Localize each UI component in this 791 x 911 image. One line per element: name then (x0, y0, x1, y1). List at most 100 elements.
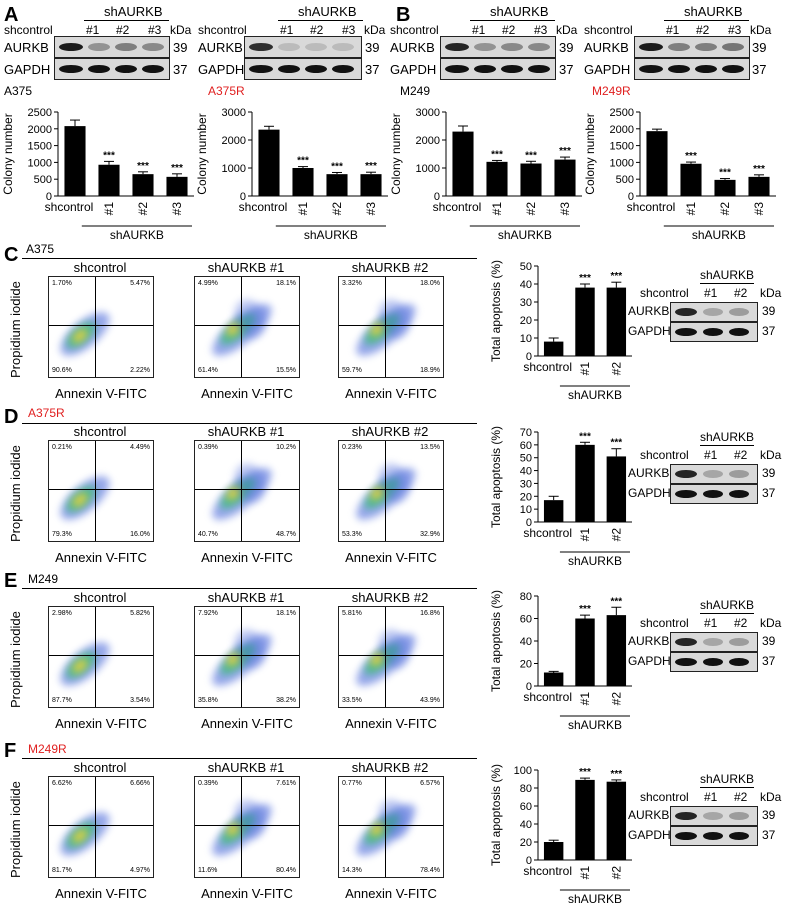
bar-chart-m249-colony: 0 1000 2000 3000 Colony number shcontrol *** #1… (389, 107, 582, 242)
flow-plot-title: shAURKB #2 (351, 590, 429, 605)
x-category-label: #2 (718, 202, 732, 216)
significance-label: *** (719, 168, 731, 179)
lane-1: #1 (704, 448, 718, 462)
x-axis-label: shAURKB (568, 892, 622, 906)
quadrant-line-h (339, 825, 443, 826)
lane-1: #1 (704, 616, 718, 630)
bar (543, 500, 564, 522)
significance-label: *** (491, 149, 503, 160)
y-tick-label: 50 (520, 261, 532, 273)
x-category-label: #2 (609, 692, 623, 706)
bar (543, 842, 564, 860)
cell-line-a375: A375 (4, 84, 33, 98)
bar (258, 129, 280, 196)
x-axis-label: shAURKB (568, 718, 622, 732)
y-tick-label: 80 (520, 783, 532, 795)
bar (292, 168, 314, 196)
significance-label: *** (331, 161, 343, 172)
y-tick-label: 3000 (416, 107, 440, 119)
cell-line-c: A375 (26, 242, 55, 256)
x-category-label: shcontrol (433, 200, 482, 214)
quadrant-line-h (49, 825, 153, 826)
mw-37: 37 (752, 62, 767, 77)
flow-xlabel: Annexin V-FITC (345, 386, 437, 401)
kda-label: kDa (364, 23, 386, 37)
band (729, 328, 749, 336)
quadrant-percent: 2.22% (130, 367, 150, 374)
y-tick-label: 500 (34, 174, 52, 186)
y-tick-label: 40 (520, 819, 532, 831)
bar (575, 444, 595, 522)
x-category-label: #2 (136, 202, 150, 216)
y-tick-label: 0 (46, 191, 52, 203)
significance-label: *** (610, 769, 622, 780)
x-axis-label: shAURKB (568, 388, 622, 402)
western-blot-a375: shAURKB shcontrol #1 #2 #3 kDa AURKB GAP… (0, 0, 200, 80)
bar-chart-a375r-colony: 0 1000 2000 3000 Colony number shcontrol *** #1… (195, 107, 388, 242)
gapdh-band-strip (670, 826, 758, 846)
band (703, 328, 723, 336)
significance-label: *** (103, 150, 115, 161)
aurkb-label: AURKB (628, 808, 670, 822)
western-blot-a375r: shAURKB shcontrol #1 #2 #3 kDa AURKB GAP… (194, 0, 394, 80)
y-axis-label: Colony number (1, 113, 15, 194)
significance-label: *** (610, 438, 622, 449)
quadrant-percent: 2.98% (52, 610, 72, 617)
blot-shaurkb-header: shAURKB (104, 4, 163, 19)
flow-scatter-plot: 2.98% 5.82% 87.7% 3.54% (48, 606, 154, 708)
mw-39: 39 (559, 40, 574, 55)
blot-shaurkb-header: shAURKB (700, 598, 755, 612)
panel-label-f: F (4, 740, 17, 762)
x-axis-label: shAURKB (498, 228, 552, 242)
quadrant-line-v (95, 777, 96, 877)
quadrant-percent: 1.70% (52, 280, 72, 287)
significance-label: *** (579, 604, 591, 615)
quadrant-percent: 18.1% (276, 610, 296, 617)
bar-chart-e-apoptosis: 0 20 40 60 80 Total apoptosis (%) shcontrol ***… (489, 590, 632, 732)
flow-xlabel: Annexin V-FITC (201, 716, 293, 731)
flow-plot-title: shAURKB #1 (207, 760, 285, 775)
bar (64, 126, 86, 196)
x-category-label: #2 (609, 362, 623, 376)
flow-scatter-plot: 6.62% 6.66% 81.7% 4.97% (48, 776, 154, 878)
flow-scatter-plot: 0.39% 7.61% 11.6% 80.4% (194, 776, 300, 878)
x-axis-label: shAURKB (304, 228, 358, 242)
quadrant-line-v (241, 277, 242, 377)
panel-label-d: D (4, 406, 19, 428)
panel-label-a: A (4, 4, 19, 26)
x-category-label: #1 (490, 202, 504, 216)
y-tick-label: 10 (520, 333, 532, 345)
y-tick-label: 20 (520, 837, 532, 849)
lane-shcontrol: shcontrol (4, 23, 53, 37)
gapdh-label: GAPDH (390, 62, 437, 77)
kda-label: kDa (760, 286, 782, 300)
flow-xlabel: Annexin V-FITC (345, 716, 437, 731)
significance-label: *** (685, 151, 697, 162)
x-category-label: #1 (296, 202, 310, 216)
cell-line-m249: M249 (400, 84, 431, 98)
quadrant-percent: 0.21% (52, 444, 72, 451)
y-axis-label: Total apoptosis (%) (489, 590, 503, 692)
aurkb-band-strip (244, 36, 362, 58)
bar (326, 174, 348, 196)
gapdh-band-strip (440, 58, 556, 80)
gapdh-band-strip (634, 58, 750, 80)
bar (606, 615, 627, 686)
significance-label: *** (753, 164, 765, 175)
gapdh-band-strip (670, 652, 758, 672)
y-tick-label: 20 (520, 315, 532, 327)
aurkb-label: AURKB (628, 634, 670, 648)
blot-shaurkb-header: shAURKB (684, 4, 743, 19)
cell-line-d: A375R (28, 406, 65, 420)
aurkb-band-strip (670, 302, 758, 322)
flow-ylabel: Propidium iodide (8, 781, 23, 878)
y-tick-label: 0 (526, 517, 532, 529)
aurkb-band-strip (670, 806, 758, 826)
bar-chart-f-apoptosis: 0 20 40 60 80 100 Total apoptosis (%) shcontrol… (489, 764, 632, 906)
x-category-label: shcontrol (45, 200, 94, 214)
lane-1: #1 (86, 23, 100, 37)
quadrant-line-h (339, 325, 443, 326)
flow-ylabel: Propidium iodide (8, 611, 23, 708)
band (703, 658, 723, 666)
flow-ylabel: Propidium iodide (8, 445, 23, 542)
